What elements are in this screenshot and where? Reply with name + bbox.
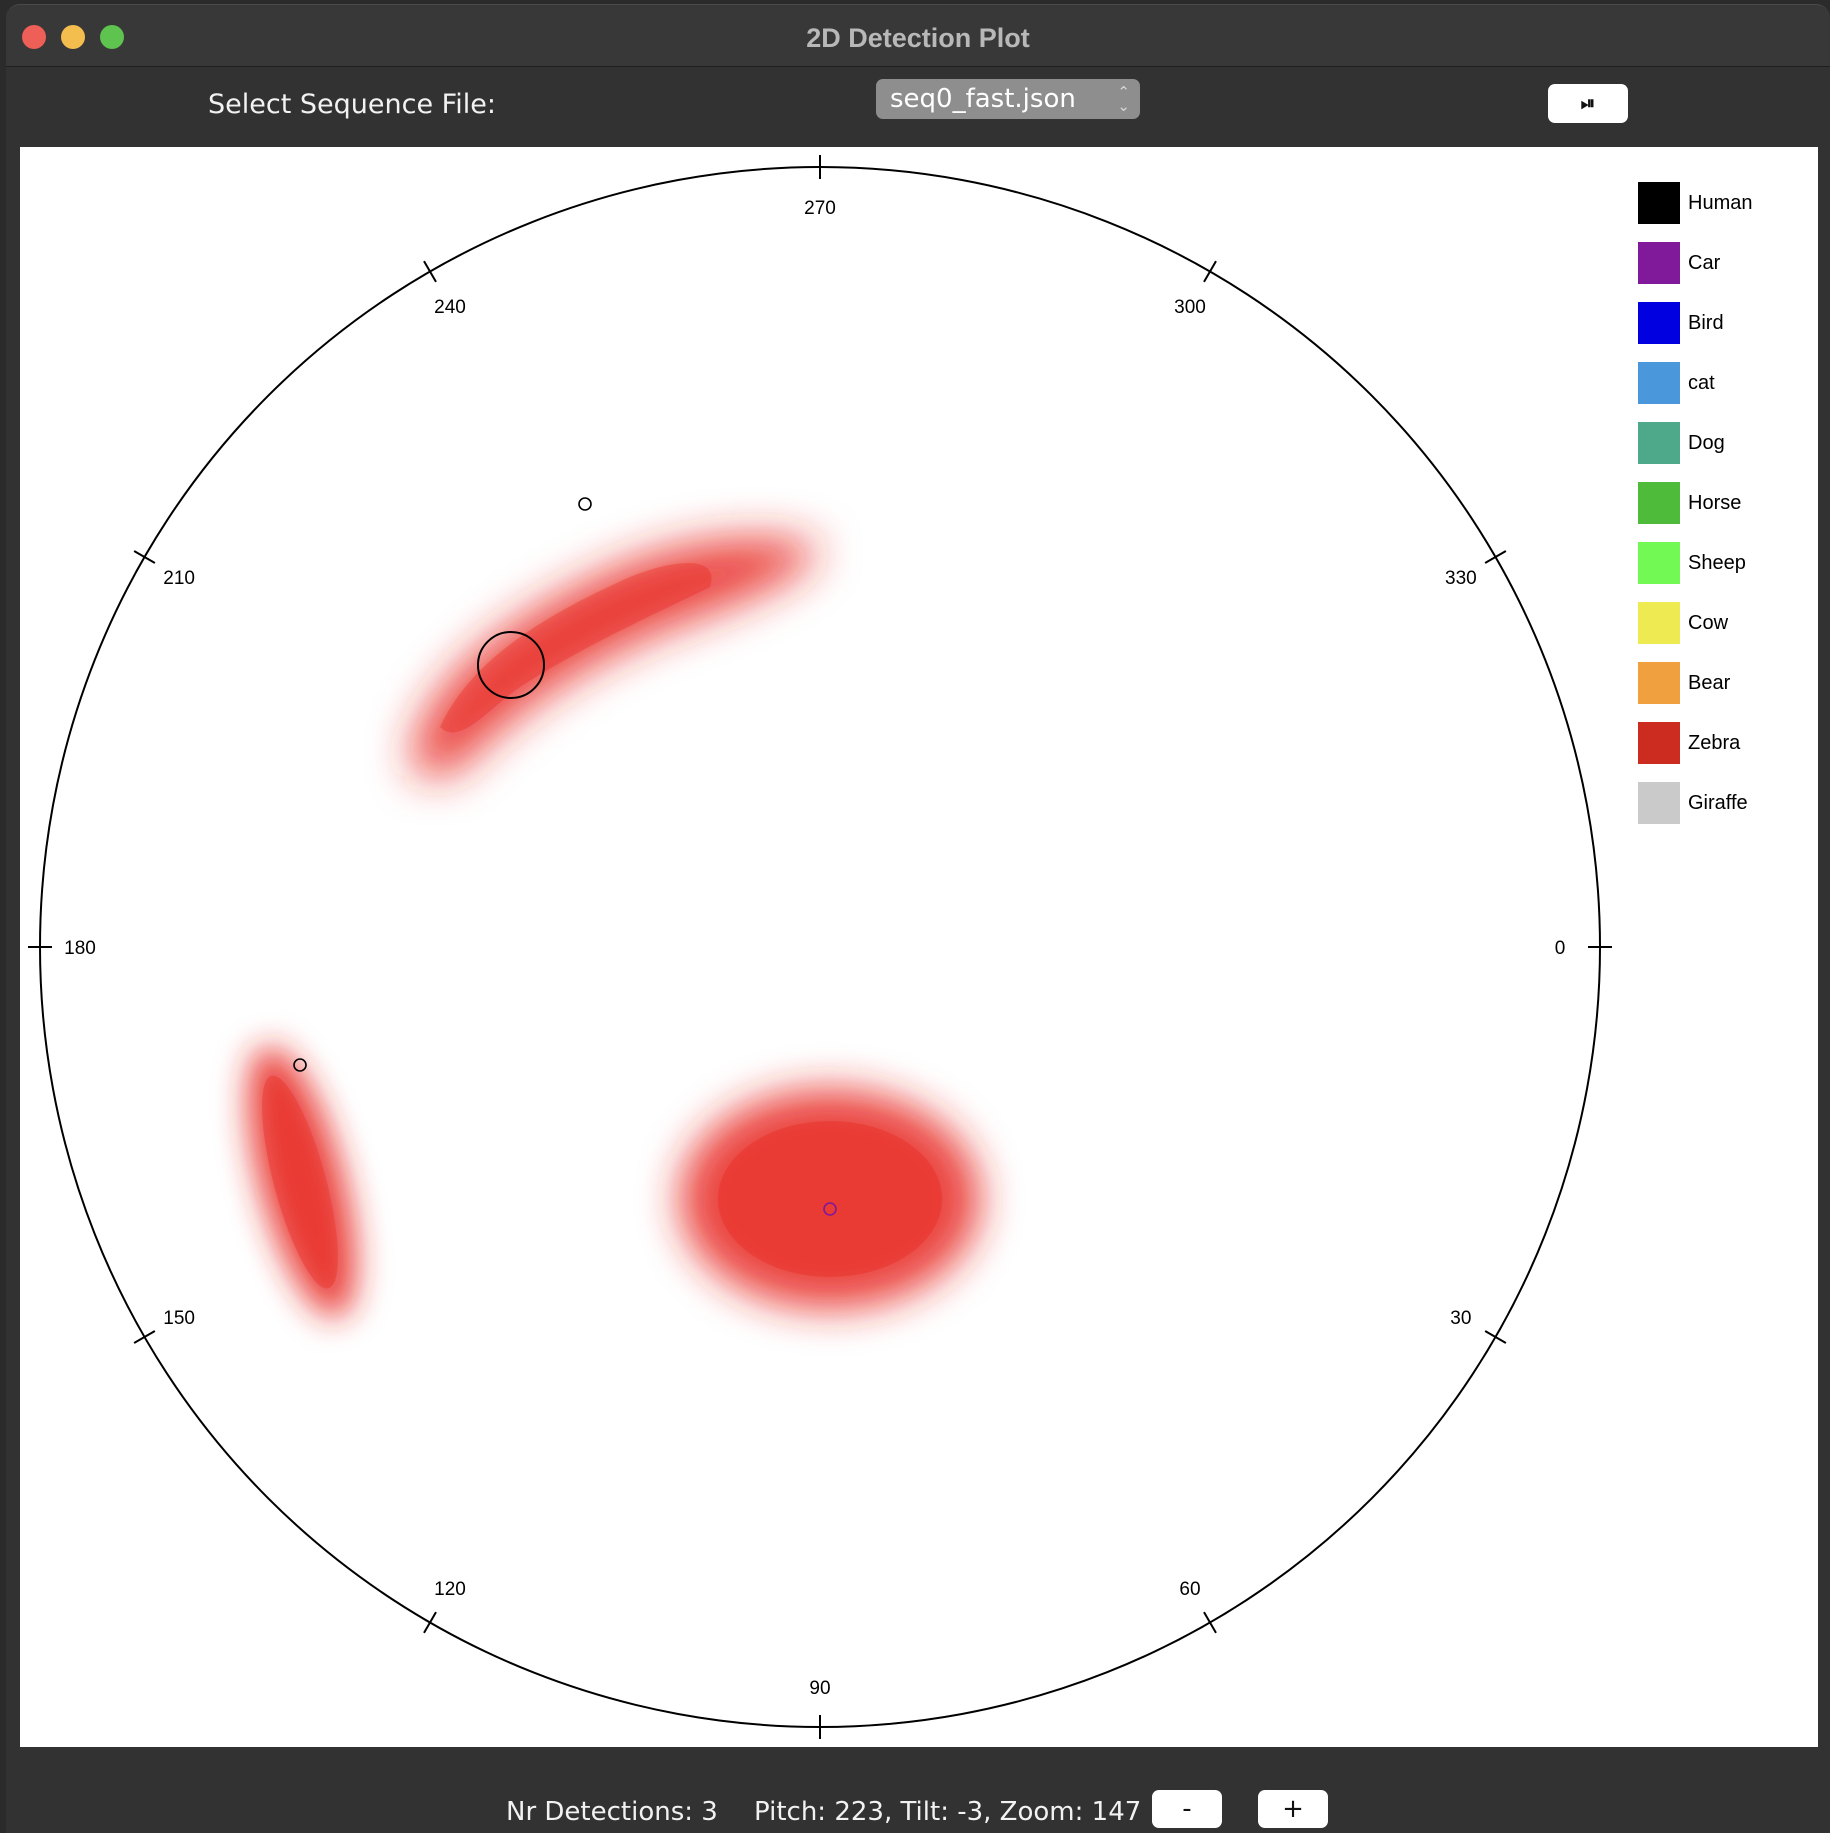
legend-swatch xyxy=(1638,182,1680,224)
angle-tick-label: 210 xyxy=(163,568,195,589)
angle-tick-label: 330 xyxy=(1445,568,1477,589)
sequence-file-value: seq0_fast.json xyxy=(890,84,1076,114)
detection-marker-3[interactable] xyxy=(823,1202,837,1216)
minimize-window-button[interactable] xyxy=(61,25,85,49)
angle-ticks xyxy=(28,155,1612,1739)
angle-tick-label: 180 xyxy=(64,938,96,959)
detection-heatmap-zebra-2-core xyxy=(262,1075,338,1289)
angle-tick xyxy=(1484,1330,1507,1344)
legend-swatch xyxy=(1638,242,1680,284)
legend-swatch xyxy=(1638,422,1680,464)
legend-swatch xyxy=(1638,602,1680,644)
status-bar: Nr Detections: 3 Pitch: 223, Tilt: -3, Z… xyxy=(6,1747,1830,1833)
legend-label: cat xyxy=(1688,372,1715,394)
legend-swatch xyxy=(1638,782,1680,824)
play-pause-icon: ⏯ xyxy=(1580,93,1596,113)
angle-tick xyxy=(423,1611,437,1634)
angle-tick-label: 0 xyxy=(1555,938,1566,959)
title-bar: 2D Detection Plot xyxy=(6,5,1830,67)
angle-tick-label: 60 xyxy=(1179,1579,1200,1600)
legend-swatch xyxy=(1638,302,1680,344)
camera-readout: Pitch: 223, Tilt: -3, Zoom: 147 xyxy=(754,1797,1142,1827)
select-arrows-icon: ⌃ ⌄ xyxy=(1117,83,1130,115)
detection-marker-2[interactable] xyxy=(293,1058,307,1072)
angle-tick-label: 150 xyxy=(163,1308,195,1329)
legend-label: Bear xyxy=(1688,672,1731,694)
angle-tick xyxy=(1203,260,1217,283)
angle-tick xyxy=(133,550,156,564)
angle-tick xyxy=(1484,550,1507,564)
polar-plot-canvas[interactable]: 0 30 60 90 120 150 180 210 240 270 300 330 Human Car… xyxy=(20,147,1818,1747)
legend-swatch xyxy=(1638,662,1680,704)
angle-tick-label: 90 xyxy=(809,1678,830,1699)
sequence-file-select[interactable]: seq0_fast.json ⌃ ⌄ xyxy=(876,79,1140,119)
detection-heatmap-zebra-3 xyxy=(680,1089,980,1309)
legend-label: Human xyxy=(1688,192,1753,214)
detection-heatmap-zebra-2 xyxy=(247,1046,357,1318)
legend-label: Bird xyxy=(1688,312,1724,334)
legend-swatch xyxy=(1638,542,1680,584)
app-window: 2D Detection Plot Select Sequence File: … xyxy=(6,4,1830,1833)
angle-tick-label: 270 xyxy=(804,198,836,219)
play-pause-button[interactable]: ⏯ xyxy=(1548,84,1628,123)
cursor-ring xyxy=(477,631,545,699)
sequence-file-label: Select Sequence File: xyxy=(208,89,496,120)
angle-tick-label: 240 xyxy=(434,297,466,318)
angle-tick-label: 300 xyxy=(1174,297,1206,318)
detection-heatmap-zebra-1-core xyxy=(440,563,712,733)
legend-swatch xyxy=(1638,482,1680,524)
window-title: 2D Detection Plot xyxy=(806,23,1030,53)
close-window-button[interactable] xyxy=(22,25,46,49)
detection-marker-1[interactable] xyxy=(578,497,592,511)
angle-tick xyxy=(1203,1611,1217,1634)
legend-label: Cow xyxy=(1688,612,1729,634)
legend-label: Horse xyxy=(1688,492,1742,514)
zoom-in-button[interactable]: + xyxy=(1258,1790,1328,1828)
detection-heatmap-zebra-1 xyxy=(412,537,820,778)
legend-label: Sheep xyxy=(1688,552,1746,574)
legend-swatch xyxy=(1638,362,1680,404)
angle-tick-label: 30 xyxy=(1450,1308,1471,1329)
detection-heatmaps xyxy=(247,537,980,1318)
detection-heatmap-zebra-3-core xyxy=(718,1121,942,1277)
legend-label: Zebra xyxy=(1688,732,1741,754)
legend-swatch xyxy=(1638,722,1680,764)
detections-count: Nr Detections: 3 xyxy=(506,1797,718,1827)
polar-outer-ring xyxy=(39,166,1601,1728)
legend-label: Giraffe xyxy=(1688,792,1748,814)
angle-tick xyxy=(133,1330,156,1344)
polar-plot: 0 30 60 90 120 150 180 210 240 270 300 330 xyxy=(28,155,1612,1739)
legend-label: Car xyxy=(1688,252,1721,274)
legend-label: Dog xyxy=(1688,432,1725,454)
zoom-out-button[interactable]: - xyxy=(1152,1790,1222,1828)
angle-tick xyxy=(423,260,437,283)
maximize-window-button[interactable] xyxy=(100,25,124,49)
angle-tick-labels: 0 30 60 90 120 150 180 210 240 270 300 330 xyxy=(64,198,1565,1699)
angle-tick-label: 120 xyxy=(434,1579,466,1600)
